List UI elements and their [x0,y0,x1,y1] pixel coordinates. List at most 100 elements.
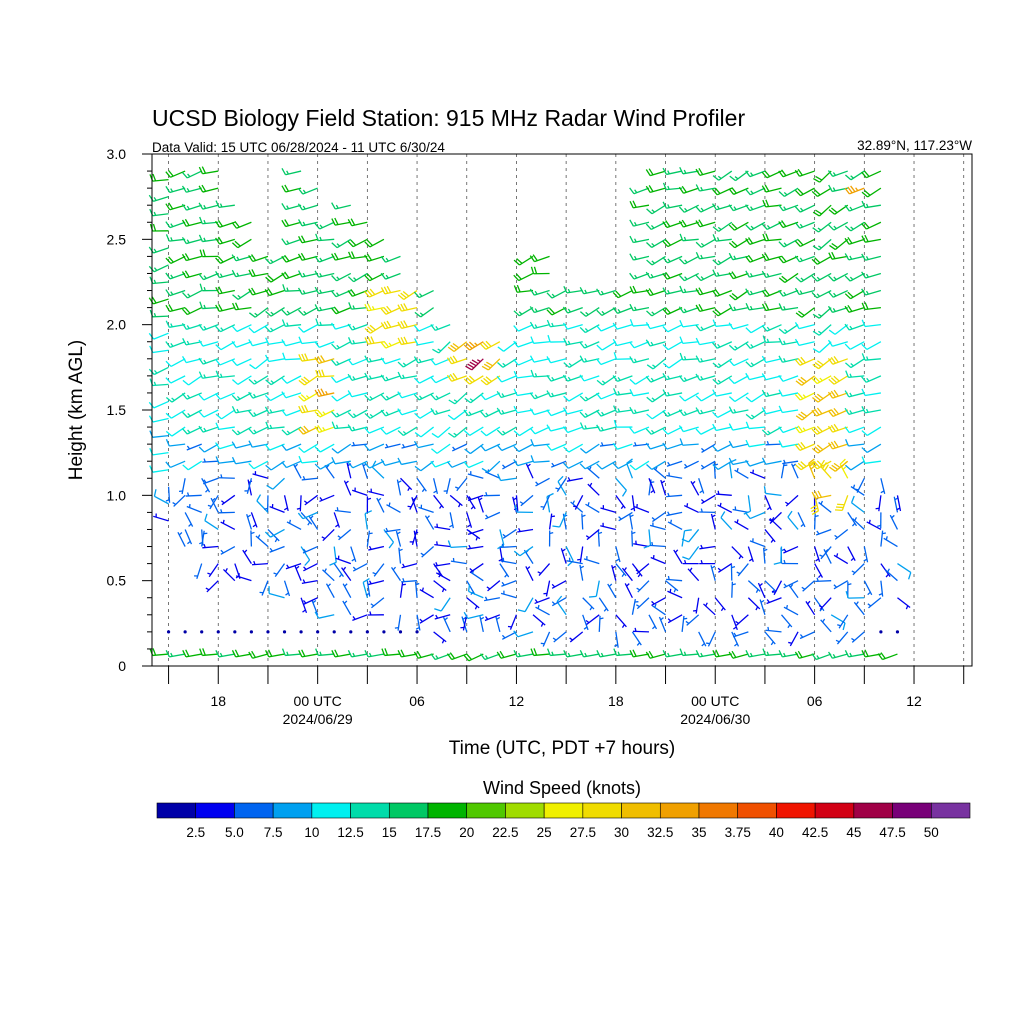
wind-barb [570,632,583,642]
wind-barb [782,460,798,464]
wind-barb [746,393,765,402]
wind-barb [614,352,632,359]
wind-barb [520,495,533,505]
wind-barb [150,431,169,438]
calm-marker [349,630,352,633]
wind-barb [798,512,805,526]
wind-barb [828,306,847,312]
wind-barb [315,256,334,262]
wind-barb [336,556,351,564]
wind-barb [530,289,549,295]
wind-barb [819,598,831,610]
wind-barb [269,586,284,598]
wind-barb [150,346,169,353]
wind-barb [249,308,268,318]
wind-barb [482,359,500,370]
wind-barb [150,448,169,455]
wind-barb [371,598,384,608]
wind-barb [249,410,268,417]
wind-barb [829,376,848,384]
colorbar-swatch [428,803,467,818]
wind-barb [878,653,897,660]
wind-barb [630,273,649,279]
wind-barb [365,511,372,530]
wind-barb [497,427,516,435]
wind-barb [294,464,302,478]
wind-barb [588,483,599,495]
wind-barb [729,323,748,329]
wind-barb [266,338,285,345]
wind-barb [200,648,219,655]
wind-barb [415,427,434,437]
wind-barb [484,492,500,496]
wind-barb [207,564,218,577]
wind-barb [713,256,732,264]
wind-barb [154,489,168,504]
wind-barb [696,338,715,345]
calm-marker [233,630,236,633]
wind-barb [153,514,168,521]
wind-barb [331,291,350,297]
colorbar-swatch [157,803,196,818]
x-tick-label: 06 [807,693,823,709]
wind-barb [150,209,169,216]
wind-barb [795,239,814,246]
wind-barb [788,511,798,529]
wind-barb [401,578,417,582]
wind-barb [779,338,798,345]
wind-barb [166,290,185,296]
wind-barb [680,337,699,344]
wind-barb [788,632,798,646]
wind-barb [481,341,500,349]
wind-barb [836,632,848,644]
wind-barb [696,408,715,414]
wind-barb [348,324,367,330]
wind-barb [338,529,351,539]
chart-title: UCSD Biology Field Station: 915 MHz Rada… [152,105,745,131]
wind-barb [630,389,649,396]
x-axis-label: Time (UTC, PDT +7 hours) [449,738,675,759]
wind-barb [703,603,715,615]
wind-barb [497,391,516,397]
wind-barb [467,545,483,549]
wind-barb [712,289,731,296]
wind-barb [349,251,368,258]
wind-barb [481,376,500,385]
wind-barb [334,512,339,527]
wind-barb [597,308,616,316]
wind-barb [398,409,417,415]
wind-barb [251,512,257,527]
wind-barb [730,171,749,181]
wind-barb [820,547,832,559]
wind-barb [497,376,516,382]
wind-barb [663,359,682,368]
wind-barb [815,547,820,562]
wind-barb [323,569,335,581]
wind-barb [684,503,698,512]
wind-barb [200,217,219,224]
wind-barb [270,504,285,512]
wind-barb [232,376,251,385]
wind-barb [349,302,368,309]
wind-barb [582,513,586,529]
wind-barb [450,495,462,507]
colorbar-swatch [312,803,351,818]
wind-barb [597,289,616,295]
wind-barb [199,167,218,174]
wind-barb [381,256,400,262]
wind-barb [365,304,384,311]
wind-barb [580,650,599,657]
wind-barb [765,581,776,593]
wind-barb [680,234,699,241]
wind-barb [496,616,500,631]
wind-barb [283,649,302,656]
wind-barb [381,375,400,381]
wind-barb [285,581,290,596]
wind-barb [636,598,649,609]
wind-barb [298,204,317,210]
wind-barb [729,272,748,279]
wind-barb [890,515,897,529]
wind-barb [381,393,400,400]
wind-barb [630,236,649,242]
wind-barb [150,277,169,284]
